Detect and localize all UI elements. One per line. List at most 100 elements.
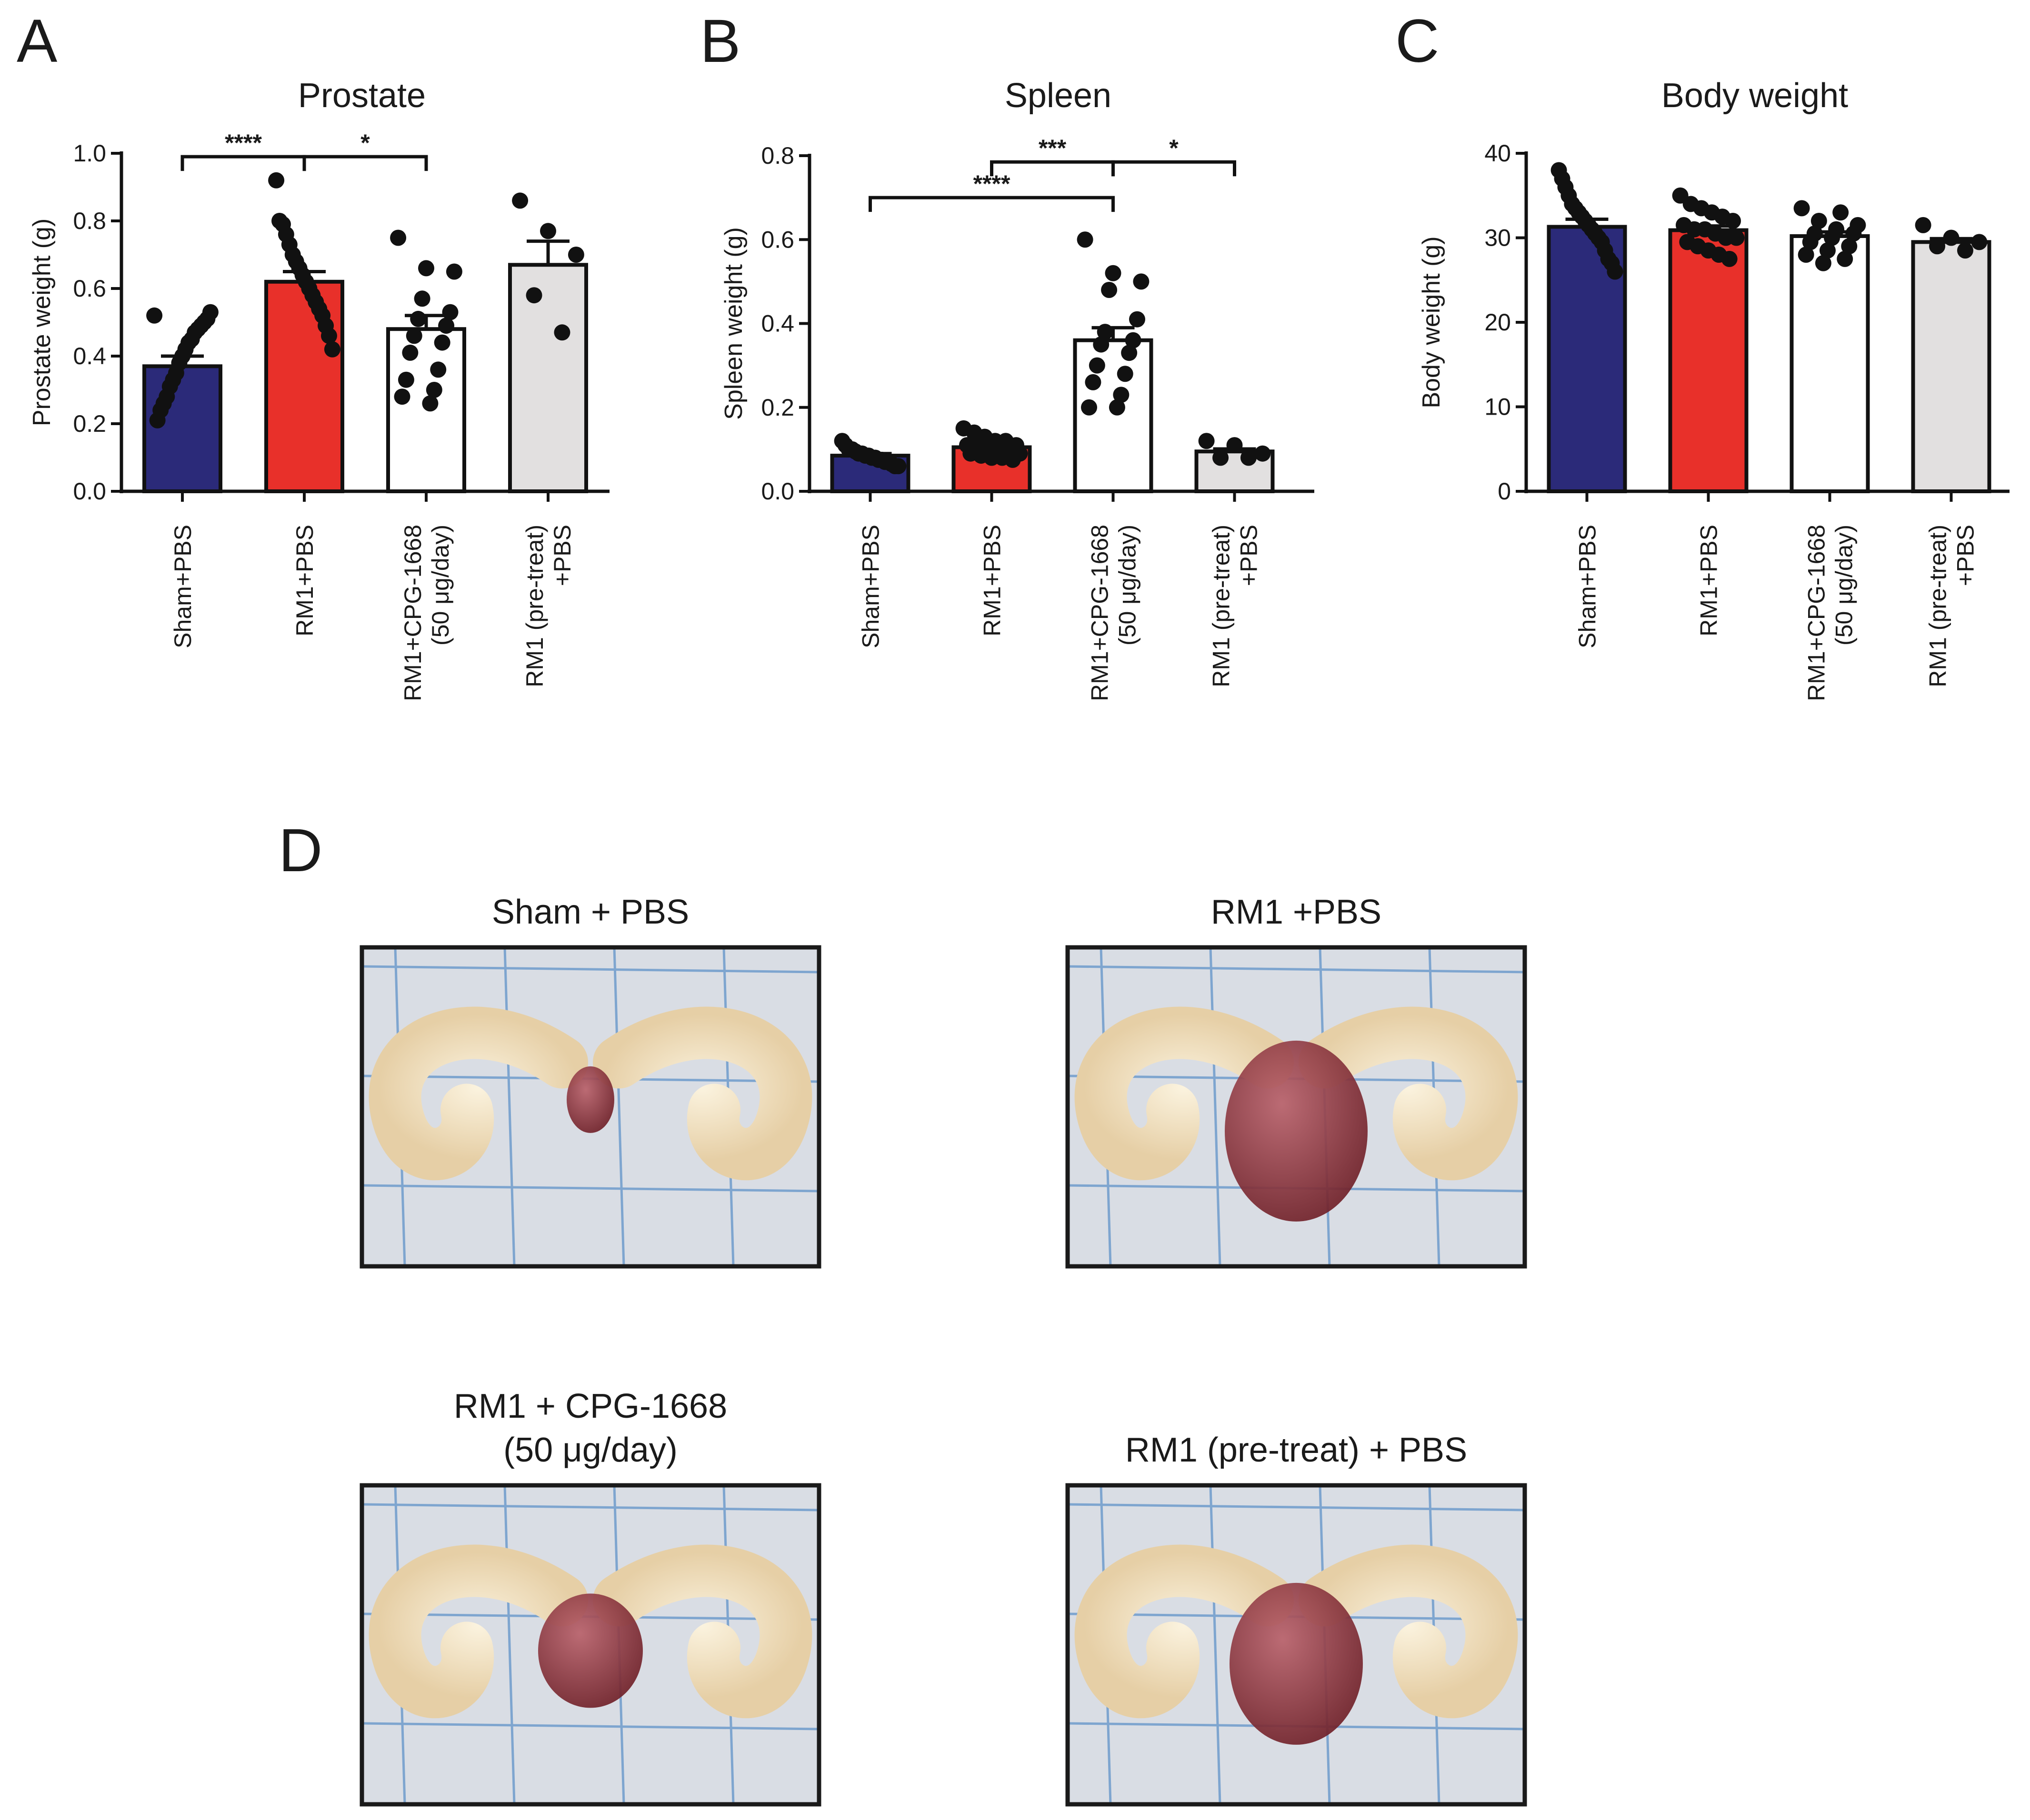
panel-letter-d: D xyxy=(279,816,322,885)
photo-panel-d: Sham + PBS RM1 +PBS RM1 + CPG-1668 (50 μg/d… xyxy=(360,893,1527,1807)
data-point xyxy=(320,328,337,344)
data-point xyxy=(540,223,556,239)
data-point xyxy=(1819,242,1836,259)
x-category-label: +PBS xyxy=(1952,525,1979,586)
bar xyxy=(1073,338,1153,493)
bar xyxy=(1790,234,1870,493)
y-tick-label: 0.4 xyxy=(73,343,106,369)
grid-line xyxy=(1067,965,1525,974)
x-category-label: RM1+CPG-1668 xyxy=(1803,525,1830,701)
data-point xyxy=(1089,357,1105,374)
data-point xyxy=(422,395,439,412)
chart-body-weight: C Body weight Body weight (g) 0 10 20 30 40 Sham… xyxy=(1395,7,2010,701)
data-point xyxy=(1097,324,1113,340)
bar xyxy=(508,263,588,493)
x-category-label: (50 μg/day) xyxy=(427,525,454,646)
data-point xyxy=(1929,238,1946,255)
data-point xyxy=(1129,311,1145,328)
data-point xyxy=(1957,242,1973,259)
data-point xyxy=(1721,250,1738,267)
y-tick-label: 0.2 xyxy=(761,394,794,421)
y-tick-label: 0.4 xyxy=(761,310,794,337)
y-tick-label: 0.6 xyxy=(761,226,794,253)
tumor-mass xyxy=(1230,1582,1363,1745)
data-point xyxy=(1607,263,1623,280)
grid-line xyxy=(361,1722,820,1730)
data-point xyxy=(1113,387,1130,403)
data-point xyxy=(1077,231,1093,248)
x-category-label: RM1 (pre-treat) xyxy=(1925,525,1951,687)
photo-frame xyxy=(360,1483,821,1807)
y-tick-label: 30 xyxy=(1484,225,1511,251)
data-point xyxy=(446,263,462,280)
data-point xyxy=(146,307,163,324)
photo-title: RM1 +PBS xyxy=(1211,893,1381,931)
data-point xyxy=(1085,374,1101,390)
data-point xyxy=(1832,204,1849,221)
data-point xyxy=(512,192,529,209)
x-category-label: +PBS xyxy=(1236,525,1262,586)
x-category-label: Sham+PBS xyxy=(858,525,884,648)
panel-letter: A xyxy=(17,7,58,75)
data-point xyxy=(890,458,907,475)
significance-bracket xyxy=(869,196,1115,212)
data-point xyxy=(418,260,434,277)
tissue-lobe-left xyxy=(369,1544,588,1719)
data-point xyxy=(568,247,584,263)
data-point xyxy=(1081,399,1098,416)
tumor-mass xyxy=(1225,1040,1368,1222)
photo: RM1 (pre-treat) + PBS xyxy=(1065,1431,1527,1807)
y-tick-label: 10 xyxy=(1484,394,1511,420)
photo: Sham + PBS xyxy=(360,893,821,1269)
grid-line xyxy=(361,965,820,974)
data-point xyxy=(1815,255,1831,271)
data-point xyxy=(1109,399,1125,416)
y-tick-label: 20 xyxy=(1484,309,1511,336)
bar xyxy=(264,279,344,493)
significance-bracket xyxy=(180,155,306,171)
tumor-mass xyxy=(567,1066,614,1133)
panel-letter: B xyxy=(700,7,740,75)
chart-title: Spleen xyxy=(1005,77,1111,115)
x-category-label: RM1+PBS xyxy=(1696,525,1722,637)
x-category-label: +PBS xyxy=(549,525,576,586)
y-tick-label: 0.0 xyxy=(761,478,794,505)
data-point xyxy=(1125,332,1141,348)
data-point xyxy=(1845,225,1862,242)
data-point xyxy=(402,344,419,361)
data-point xyxy=(1198,433,1215,449)
x-category-label: RM1+PBS xyxy=(291,525,318,637)
y-tick-label: 0.8 xyxy=(761,142,794,169)
data-point xyxy=(1943,229,1960,246)
y-tick-label: 0.2 xyxy=(73,410,106,437)
grid-line xyxy=(503,1485,516,1805)
y-axis-label: Prostate weight (g) xyxy=(28,219,56,426)
y-tick-label: 0 xyxy=(1498,478,1511,505)
tissue-lobe-left xyxy=(1074,1544,1294,1719)
y-tick-label: 40 xyxy=(1484,140,1511,167)
photo-title: RM1 + CPG-1668 xyxy=(454,1387,727,1425)
photo-frame xyxy=(360,945,821,1269)
grid-line xyxy=(361,1184,820,1193)
panel-letter: C xyxy=(1395,7,1439,75)
data-point xyxy=(1240,449,1257,466)
significance-label: **** xyxy=(225,129,262,156)
data-point xyxy=(1254,445,1271,462)
photo-title: (50 μg/day) xyxy=(503,1431,678,1469)
tissue-lobe-right xyxy=(1299,1006,1518,1181)
significance-label: *** xyxy=(1039,135,1067,161)
data-point xyxy=(1971,234,1988,250)
photo: RM1 + CPG-1668 (50 μg/day) xyxy=(360,1387,821,1807)
x-category-label: RM1+CPG-1668 xyxy=(1087,525,1113,701)
data-point xyxy=(1101,282,1118,298)
x-category-label: RM1 (pre-treat) xyxy=(521,525,548,687)
data-point xyxy=(426,382,442,398)
x-category-label: RM1+CPG-1668 xyxy=(400,525,426,701)
data-point xyxy=(1793,200,1810,217)
data-point xyxy=(390,229,407,246)
significance-bracket xyxy=(1111,160,1236,177)
data-point xyxy=(1728,229,1745,246)
data-point xyxy=(1121,345,1138,361)
data-point xyxy=(1915,217,1931,233)
